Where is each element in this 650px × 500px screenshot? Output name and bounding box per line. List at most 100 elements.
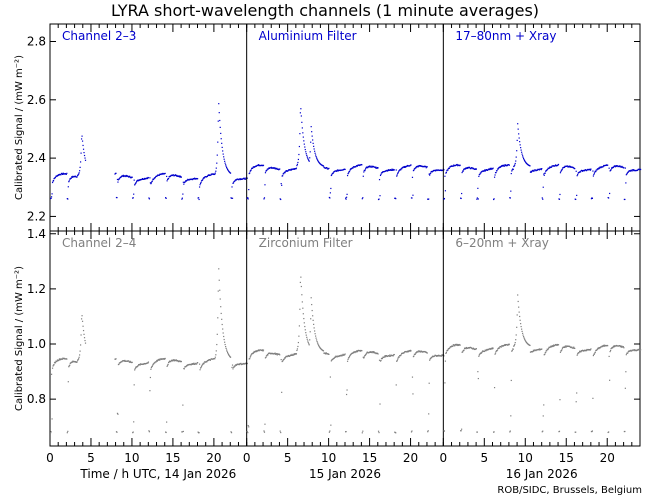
data-point — [379, 403, 381, 405]
data-point — [452, 345, 454, 347]
data-point — [310, 126, 312, 128]
data-point — [304, 325, 306, 328]
data-point — [297, 158, 299, 161]
data-point — [485, 350, 487, 352]
data-point — [447, 169, 449, 171]
data-point — [610, 169, 612, 171]
data-point — [462, 351, 464, 353]
data-point — [257, 164, 260, 166]
data-point — [599, 166, 601, 168]
data-point — [533, 350, 535, 352]
data-point — [522, 334, 524, 336]
data-point — [223, 335, 225, 338]
data-point — [280, 431, 282, 434]
data-point — [78, 358, 80, 360]
data-point — [239, 178, 241, 181]
data-point — [452, 165, 454, 167]
data-point — [280, 358, 282, 361]
data-point — [349, 354, 351, 357]
data-point — [513, 165, 515, 167]
data-point — [597, 168, 599, 170]
data-point — [52, 180, 55, 182]
data-point — [300, 115, 302, 117]
data-point — [276, 352, 278, 355]
data-point — [611, 167, 614, 169]
data-point — [134, 183, 136, 185]
data-point — [250, 169, 252, 172]
data-point — [372, 351, 374, 353]
data-point — [149, 390, 151, 392]
data-point — [517, 128, 519, 130]
data-point — [455, 344, 457, 346]
data-point — [214, 172, 216, 174]
data-point — [299, 112, 301, 114]
data-point — [227, 351, 229, 354]
data-point — [603, 345, 605, 347]
data-point — [624, 430, 626, 433]
data-point — [141, 178, 144, 180]
data-point — [192, 178, 194, 181]
data-point — [318, 346, 321, 348]
data-point — [220, 306, 222, 308]
data-point — [125, 174, 127, 177]
data-point — [227, 170, 230, 172]
data-point — [71, 176, 73, 178]
data-point — [522, 155, 524, 157]
data-point — [373, 351, 375, 353]
data-point — [137, 364, 139, 367]
data-point — [235, 364, 238, 366]
data-point — [257, 349, 260, 351]
data-point — [279, 198, 281, 200]
data-point — [612, 345, 615, 348]
data-point — [609, 379, 611, 381]
x-tick-label: 20 — [600, 451, 615, 465]
data-point — [158, 174, 160, 177]
data-point — [329, 192, 331, 194]
y-tick-label: 2.6 — [27, 93, 46, 107]
data-point — [329, 197, 331, 199]
data-point — [508, 164, 510, 166]
data-point — [437, 355, 439, 357]
data-point — [398, 170, 400, 172]
data-point — [513, 345, 515, 347]
data-point — [231, 366, 233, 369]
data-point — [412, 393, 414, 395]
data-point — [572, 347, 574, 349]
data-point — [264, 423, 266, 425]
data-point — [51, 367, 54, 369]
y-axis-label: Calibrated Signal / (mW m⁻²) — [14, 55, 25, 200]
data-point — [193, 362, 195, 364]
data-point — [512, 168, 514, 171]
data-point — [296, 348, 299, 350]
data-point — [456, 163, 458, 166]
data-point — [561, 349, 563, 351]
data-point — [231, 197, 234, 199]
data-point — [561, 347, 564, 349]
data-point — [551, 166, 553, 168]
data-point — [412, 194, 414, 196]
data-point — [492, 167, 494, 169]
data-point — [270, 166, 272, 168]
data-point — [443, 169, 445, 171]
data-point — [497, 347, 500, 350]
data-point — [492, 348, 494, 350]
data-point — [596, 169, 598, 171]
data-point — [266, 355, 268, 357]
data-point — [117, 179, 120, 181]
data-point — [407, 350, 410, 353]
data-point — [184, 181, 186, 183]
data-point — [608, 355, 610, 358]
data-point — [416, 166, 418, 168]
data-point — [194, 363, 196, 365]
data-point — [475, 168, 477, 170]
x-tick-label: 20 — [403, 451, 418, 465]
x-tick-label: 15 — [165, 451, 180, 465]
x-tick-label: 0 — [243, 451, 251, 465]
data-point — [336, 170, 338, 172]
data-point — [445, 172, 447, 174]
data-point — [186, 179, 188, 181]
data-point — [225, 347, 227, 350]
data-point — [306, 156, 308, 158]
data-point — [264, 184, 266, 186]
data-point — [400, 169, 402, 171]
